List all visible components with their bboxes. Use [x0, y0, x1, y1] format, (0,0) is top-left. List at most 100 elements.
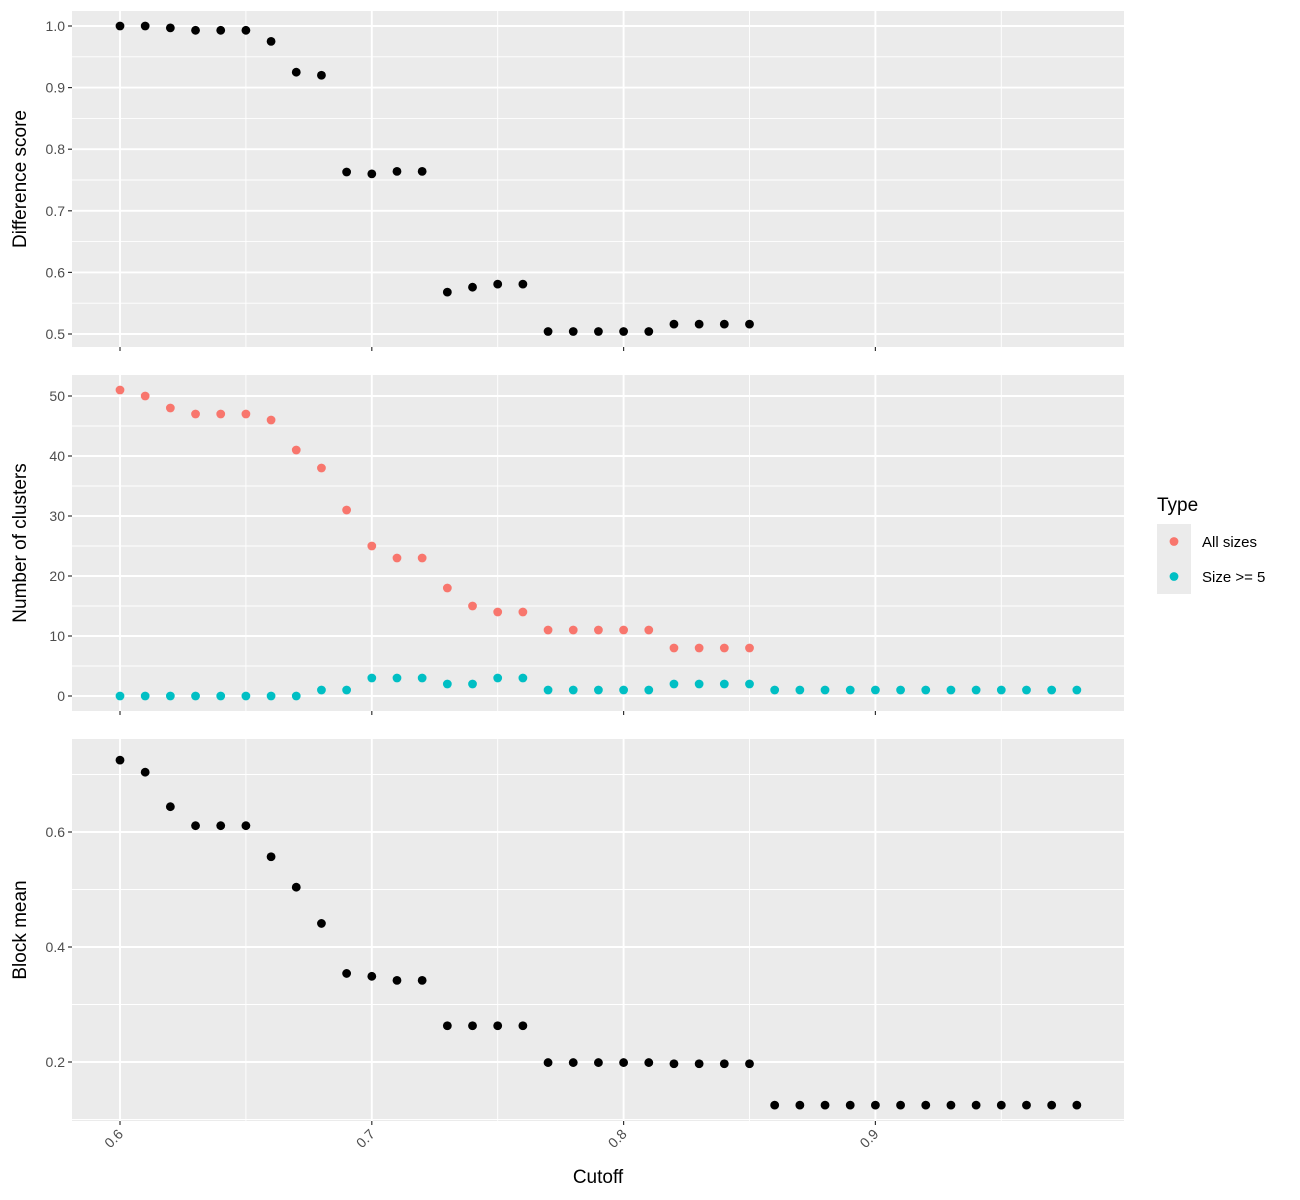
data-point	[669, 319, 679, 329]
series-1	[115, 385, 754, 653]
data-point	[644, 685, 654, 695]
legend-marker	[1169, 572, 1179, 581]
data-point	[115, 755, 125, 765]
y-tick-label: 0.8	[46, 141, 66, 157]
data-point	[140, 767, 150, 777]
data-point	[644, 327, 654, 336]
panel-background	[72, 11, 1124, 347]
data-point	[971, 1100, 981, 1110]
data-point	[745, 679, 754, 689]
x-tick-label: 0.6	[101, 1126, 126, 1151]
data-point	[216, 25, 226, 35]
data-point	[1022, 1100, 1031, 1110]
data-point	[392, 673, 402, 683]
data-point	[493, 279, 503, 289]
data-point	[745, 319, 754, 329]
data-point	[216, 821, 226, 831]
data-point	[317, 463, 326, 473]
data-point	[317, 919, 326, 928]
data-point	[568, 685, 578, 695]
data-point	[543, 327, 553, 336]
data-point	[165, 23, 175, 33]
data-point	[669, 1059, 679, 1069]
y-tick-label: 50	[49, 388, 65, 404]
data-point	[971, 685, 981, 695]
data-point	[417, 553, 427, 563]
data-point	[568, 327, 578, 336]
data-point	[644, 1058, 654, 1067]
data-point	[115, 21, 125, 31]
data-point	[594, 625, 603, 635]
data-point	[871, 685, 880, 695]
data-point	[518, 673, 528, 683]
data-point	[619, 625, 628, 635]
data-point	[719, 1059, 729, 1069]
y-tick-label: 0.2	[46, 1054, 66, 1070]
data-point	[568, 625, 578, 635]
data-point	[795, 685, 805, 695]
data-point	[1022, 685, 1031, 695]
data-point	[165, 802, 175, 812]
x-tick-label: 0.7	[353, 1126, 378, 1151]
data-point	[191, 25, 200, 35]
y-tick-label: 0.9	[46, 80, 66, 96]
data-point	[317, 685, 326, 695]
legend: Type All sizes Size >= 5	[1157, 495, 1265, 594]
data-point	[266, 852, 276, 862]
data-point	[594, 327, 603, 336]
data-point	[115, 385, 125, 395]
data-point	[417, 975, 427, 985]
y-axis-title: Block mean	[10, 880, 31, 979]
data-point	[342, 969, 352, 978]
data-point	[619, 327, 628, 336]
data-point	[392, 975, 402, 985]
y-tick-label: 0.7	[46, 203, 66, 219]
data-point	[694, 643, 704, 653]
legend-label: All sizes	[1202, 534, 1257, 551]
data-point	[442, 583, 452, 593]
data-point	[1047, 685, 1057, 695]
data-point	[669, 679, 679, 689]
data-point	[342, 685, 352, 695]
data-point	[543, 685, 553, 695]
data-point	[191, 691, 200, 701]
data-point	[1072, 1100, 1082, 1110]
data-point	[216, 409, 226, 419]
data-point	[392, 553, 402, 563]
data-point	[241, 409, 251, 419]
data-point	[946, 1100, 956, 1110]
data-point	[619, 685, 628, 695]
data-point	[996, 685, 1006, 695]
y-axis-title: Number of clusters	[10, 463, 31, 622]
data-point	[493, 673, 503, 683]
series-2	[115, 673, 1082, 701]
data-point	[669, 643, 679, 653]
panel-background	[72, 739, 1124, 1121]
data-point	[266, 415, 276, 425]
y-axis-title: Difference score	[10, 110, 31, 248]
data-point	[921, 685, 931, 695]
data-point	[140, 391, 150, 401]
x-axis-title: Cutoff	[573, 1167, 624, 1188]
data-point	[871, 1100, 880, 1110]
data-point	[745, 1059, 754, 1069]
panel-2: 0 10 20 30 40 50 Number of clusters	[10, 375, 1124, 715]
legend-marker	[1169, 537, 1179, 546]
data-point	[442, 679, 452, 689]
x-tick-label: 0.8	[605, 1126, 630, 1151]
data-point	[442, 1021, 452, 1031]
data-point	[946, 685, 956, 695]
data-point	[241, 691, 251, 701]
legend-label: Size >= 5	[1202, 569, 1265, 586]
data-point	[694, 679, 704, 689]
data-point	[921, 1100, 931, 1110]
y-tick-label: 10	[49, 628, 65, 644]
data-point	[468, 679, 477, 689]
data-point	[165, 403, 175, 413]
y-tick-label: 20	[49, 568, 65, 584]
panel-background	[72, 375, 1124, 711]
data-point	[291, 882, 301, 892]
data-point	[568, 1058, 578, 1067]
data-point	[1047, 1100, 1057, 1110]
